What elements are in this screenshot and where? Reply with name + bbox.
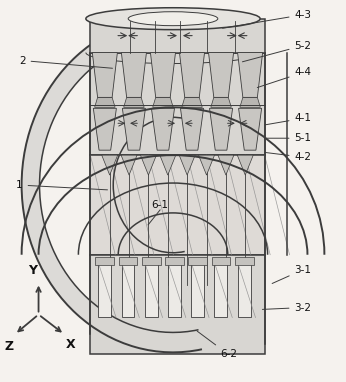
Text: 4-3: 4-3 (222, 10, 311, 28)
Bar (215, 263, 227, 317)
Bar (235, 257, 254, 265)
Bar (119, 257, 137, 265)
Bar (168, 263, 181, 317)
Polygon shape (199, 155, 215, 175)
Text: 3-2: 3-2 (262, 303, 311, 312)
Text: Y: Y (28, 264, 37, 277)
Polygon shape (180, 53, 204, 97)
Bar (145, 263, 157, 317)
Polygon shape (22, 18, 199, 352)
Polygon shape (94, 97, 115, 107)
Polygon shape (160, 155, 176, 175)
Polygon shape (181, 108, 203, 150)
Bar (98, 263, 111, 317)
Text: 6-2: 6-2 (197, 331, 237, 359)
Text: 4-4: 4-4 (257, 68, 311, 87)
Bar (211, 257, 230, 265)
Text: 4-1: 4-1 (265, 113, 311, 125)
Bar (90, 155, 265, 255)
Bar (95, 257, 114, 265)
Polygon shape (218, 155, 234, 175)
Bar (90, 255, 265, 354)
Text: 5-1: 5-1 (265, 133, 311, 143)
Ellipse shape (128, 12, 218, 26)
Text: 3-1: 3-1 (272, 265, 311, 283)
Polygon shape (124, 97, 144, 107)
Bar (90, 19, 265, 53)
Text: 5-2: 5-2 (243, 40, 311, 62)
Polygon shape (210, 108, 233, 150)
Polygon shape (209, 53, 234, 97)
Polygon shape (238, 53, 263, 97)
Bar (238, 263, 251, 317)
Polygon shape (102, 155, 118, 175)
Bar (188, 257, 207, 265)
Bar (90, 53, 265, 155)
Bar (165, 257, 184, 265)
Polygon shape (237, 155, 253, 175)
Polygon shape (122, 108, 145, 150)
Polygon shape (182, 97, 202, 107)
Bar (191, 263, 204, 317)
Text: 2: 2 (19, 55, 112, 68)
Polygon shape (93, 108, 116, 150)
Text: X: X (66, 338, 75, 351)
Bar (121, 263, 134, 317)
Bar (142, 257, 161, 265)
Polygon shape (153, 97, 173, 107)
Polygon shape (92, 53, 117, 97)
Polygon shape (239, 108, 262, 150)
Polygon shape (179, 155, 195, 175)
Polygon shape (140, 155, 156, 175)
Text: 6-1: 6-1 (152, 200, 169, 210)
Text: Z: Z (4, 340, 13, 353)
Polygon shape (152, 108, 174, 150)
Text: 1: 1 (16, 180, 108, 190)
Polygon shape (121, 53, 146, 97)
Text: 4-2: 4-2 (265, 152, 311, 162)
Polygon shape (151, 53, 175, 97)
Polygon shape (240, 97, 260, 107)
Polygon shape (211, 97, 231, 107)
Polygon shape (121, 155, 137, 175)
Ellipse shape (86, 8, 260, 30)
